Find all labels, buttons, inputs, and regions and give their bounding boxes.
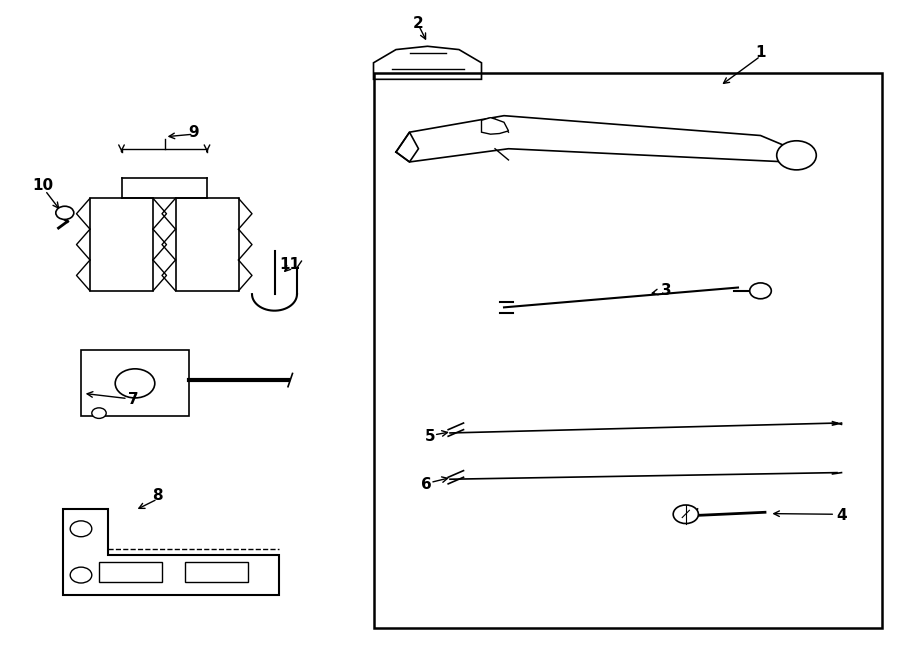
Text: 7: 7 xyxy=(128,393,139,407)
Text: 10: 10 xyxy=(32,178,54,192)
Circle shape xyxy=(56,206,74,219)
Text: 6: 6 xyxy=(421,477,432,492)
Circle shape xyxy=(92,408,106,418)
Text: 11: 11 xyxy=(279,257,301,272)
Text: 4: 4 xyxy=(836,508,847,523)
Bar xyxy=(81,350,189,416)
Circle shape xyxy=(70,567,92,583)
Text: 2: 2 xyxy=(413,16,424,30)
Circle shape xyxy=(750,283,771,299)
Bar xyxy=(90,198,153,291)
Bar xyxy=(99,562,162,582)
Bar xyxy=(184,562,248,582)
Text: 1: 1 xyxy=(755,46,766,60)
Text: 8: 8 xyxy=(152,488,163,503)
Polygon shape xyxy=(482,118,508,134)
Bar xyxy=(176,198,238,291)
Polygon shape xyxy=(396,116,792,162)
Circle shape xyxy=(115,369,155,398)
Circle shape xyxy=(777,141,816,170)
Circle shape xyxy=(70,521,92,537)
Text: 9: 9 xyxy=(188,125,199,139)
Text: 3: 3 xyxy=(661,284,671,298)
Circle shape xyxy=(673,505,698,524)
Text: 5: 5 xyxy=(425,429,436,444)
Bar xyxy=(374,73,882,628)
